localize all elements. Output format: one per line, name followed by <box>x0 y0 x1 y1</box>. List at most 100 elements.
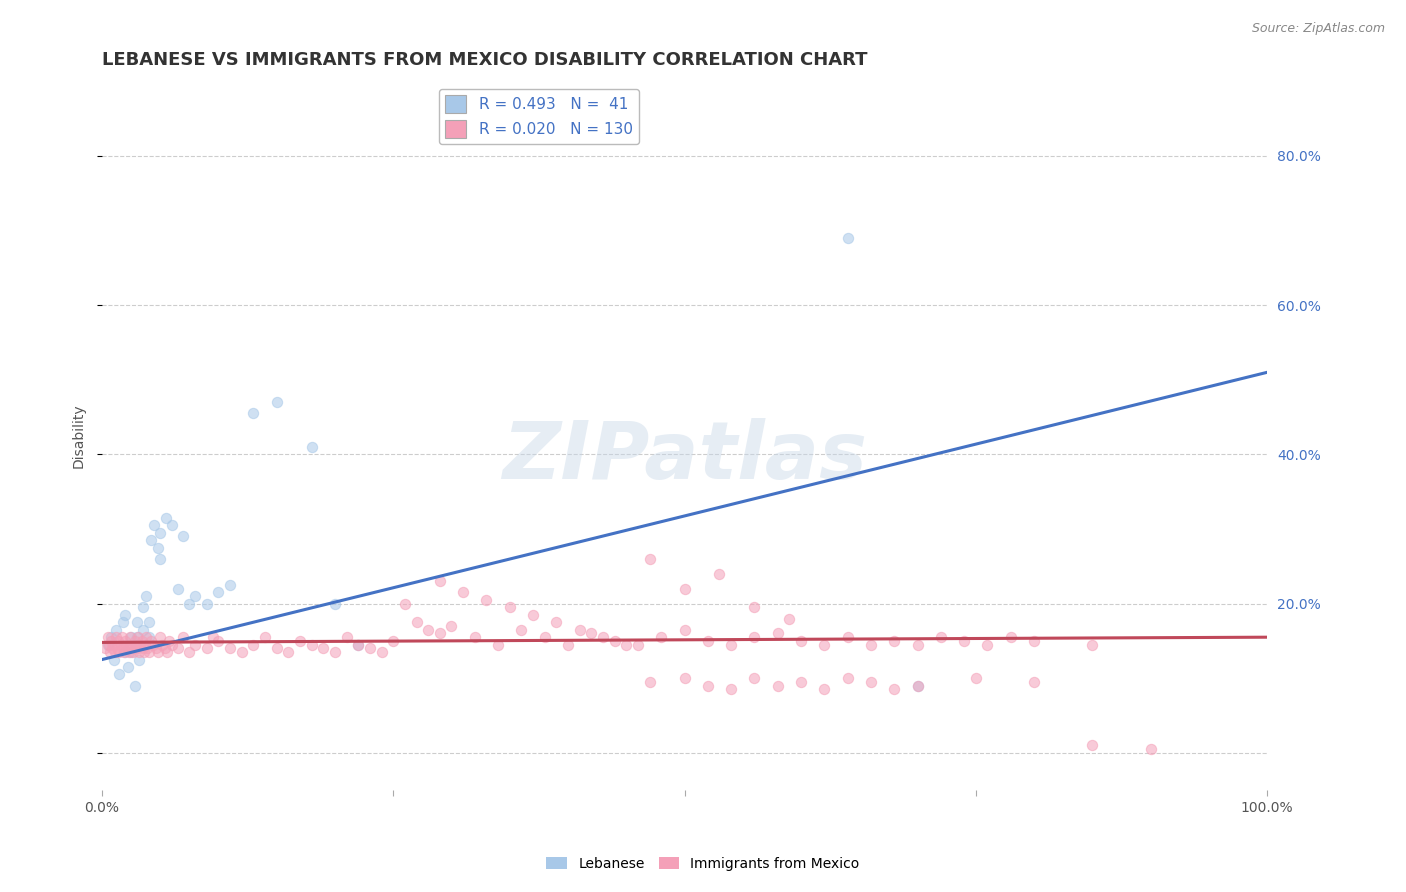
Point <box>124 634 146 648</box>
Point <box>125 615 148 630</box>
Point <box>347 638 370 652</box>
Point <box>146 645 169 659</box>
Point <box>219 641 242 656</box>
Point <box>370 645 392 659</box>
Point <box>139 634 162 648</box>
Point <box>103 652 125 666</box>
Point <box>418 623 440 637</box>
Point <box>323 645 346 659</box>
Point <box>97 638 120 652</box>
Point <box>138 645 160 659</box>
Point <box>112 645 135 659</box>
Point <box>101 641 124 656</box>
Point <box>405 615 427 630</box>
Point <box>159 634 181 648</box>
Point <box>98 645 121 659</box>
Point <box>114 645 136 659</box>
Point <box>696 679 718 693</box>
Point <box>907 679 929 693</box>
Point <box>837 671 859 685</box>
Point <box>242 638 264 652</box>
Point <box>1081 638 1104 652</box>
Point <box>114 607 136 622</box>
Point <box>778 611 800 625</box>
Point <box>128 652 150 666</box>
Point <box>813 638 835 652</box>
Point <box>953 634 976 648</box>
Point <box>184 589 207 603</box>
Point <box>125 630 148 644</box>
Text: ZIPatlas: ZIPatlas <box>502 418 868 496</box>
Point <box>131 623 153 637</box>
Legend: R = 0.493   N =  41, R = 0.020   N = 130: R = 0.493 N = 41, R = 0.020 N = 130 <box>439 89 638 145</box>
Point <box>143 518 166 533</box>
Point <box>312 641 335 656</box>
Point <box>568 623 591 637</box>
Point <box>254 630 277 644</box>
Point <box>124 679 146 693</box>
Point <box>475 593 498 607</box>
Point <box>859 675 882 690</box>
Point <box>120 645 142 659</box>
Point <box>744 671 766 685</box>
Point <box>557 638 579 652</box>
Point <box>813 682 835 697</box>
Point <box>790 675 813 690</box>
Point <box>94 641 117 656</box>
Point <box>117 641 139 656</box>
Point <box>837 231 859 245</box>
Point <box>160 518 183 533</box>
Point <box>131 634 153 648</box>
Point <box>122 645 145 659</box>
Point <box>100 634 122 648</box>
Point <box>145 641 167 656</box>
Point <box>464 630 486 644</box>
Point <box>1022 634 1045 648</box>
Point <box>97 630 120 644</box>
Point <box>347 638 370 652</box>
Point <box>638 552 661 566</box>
Point <box>131 641 153 656</box>
Point <box>114 634 136 648</box>
Point <box>146 541 169 555</box>
Point <box>720 638 742 652</box>
Point <box>301 638 323 652</box>
Point <box>153 641 176 656</box>
Point <box>336 630 359 644</box>
Point <box>115 638 138 652</box>
Point <box>138 615 160 630</box>
Point <box>134 638 156 652</box>
Point <box>166 641 188 656</box>
Point <box>128 645 150 659</box>
Point <box>907 638 929 652</box>
Point <box>546 615 568 630</box>
Point <box>709 566 731 581</box>
Point <box>120 638 142 652</box>
Point <box>486 638 509 652</box>
Point <box>107 634 129 648</box>
Point <box>1022 675 1045 690</box>
Point <box>118 645 141 659</box>
Point <box>288 634 311 648</box>
Point <box>533 630 555 644</box>
Point <box>650 630 672 644</box>
Point <box>965 671 987 685</box>
Point <box>207 585 229 599</box>
Point <box>135 630 157 644</box>
Point <box>522 607 544 622</box>
Point <box>152 638 174 652</box>
Point <box>125 641 148 656</box>
Point <box>673 623 696 637</box>
Point <box>242 406 264 420</box>
Point <box>179 597 201 611</box>
Text: LEBANESE VS IMMIGRANTS FROM MEXICO DISABILITY CORRELATION CHART: LEBANESE VS IMMIGRANTS FROM MEXICO DISAB… <box>101 51 868 69</box>
Point <box>859 638 882 652</box>
Point <box>155 511 177 525</box>
Point <box>132 645 155 659</box>
Point <box>104 630 127 644</box>
Point <box>1139 742 1161 756</box>
Point <box>323 597 346 611</box>
Point <box>429 626 451 640</box>
Point <box>118 630 141 644</box>
Point <box>172 630 194 644</box>
